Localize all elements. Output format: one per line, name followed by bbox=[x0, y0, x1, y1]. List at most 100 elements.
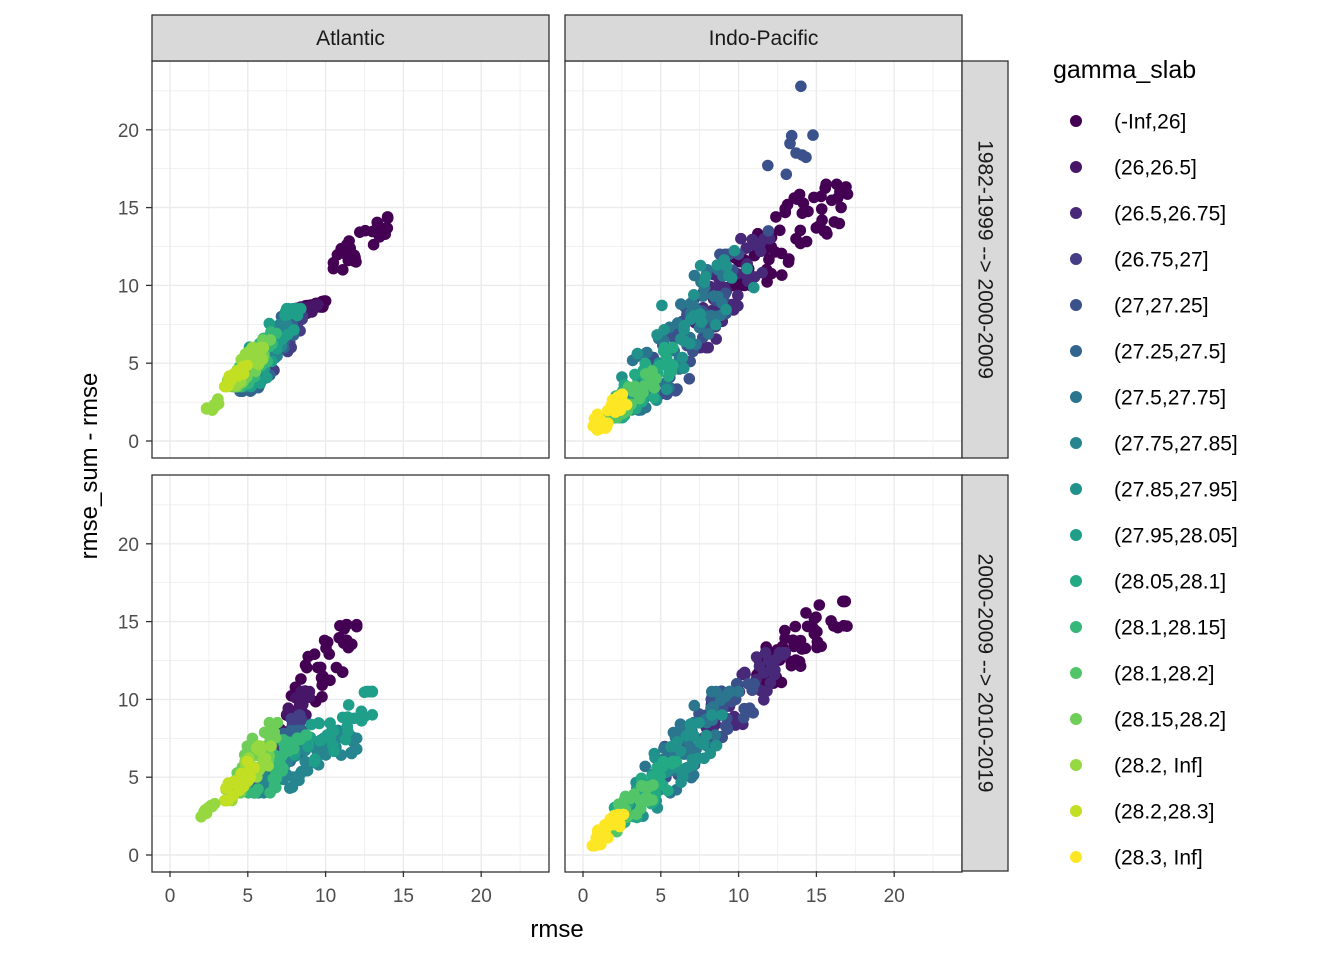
data-point bbox=[235, 365, 248, 378]
data-point bbox=[667, 755, 680, 768]
data-point bbox=[299, 659, 312, 671]
data-point bbox=[286, 781, 299, 793]
x-axis-title: rmse bbox=[530, 916, 583, 943]
data-point bbox=[639, 760, 651, 773]
data-point bbox=[615, 390, 627, 403]
data-point bbox=[639, 357, 651, 370]
data-point bbox=[821, 228, 833, 240]
legend-item: (27,27.25] bbox=[1070, 295, 1209, 318]
legend-key bbox=[1070, 805, 1082, 817]
panel-border bbox=[151, 474, 550, 873]
data-point bbox=[346, 638, 358, 651]
data-point bbox=[684, 337, 696, 350]
data-point bbox=[746, 683, 759, 696]
data-point bbox=[834, 185, 846, 198]
data-point bbox=[651, 329, 663, 341]
legend-label: (28.3, Inf] bbox=[1114, 847, 1203, 870]
data-point bbox=[788, 192, 801, 204]
data-point bbox=[252, 358, 265, 371]
data-point bbox=[355, 705, 368, 718]
x-tick-label: 10 bbox=[728, 886, 749, 907]
data-point bbox=[342, 725, 354, 738]
data-point bbox=[747, 707, 759, 719]
data-point bbox=[793, 655, 806, 668]
data-point bbox=[815, 203, 828, 215]
legend-key bbox=[1070, 529, 1082, 541]
data-point bbox=[716, 709, 728, 721]
data-point bbox=[631, 347, 644, 360]
legend-label: (28.1,28.2] bbox=[1114, 663, 1214, 686]
legend-label: (27.25,27.5] bbox=[1114, 341, 1226, 364]
legend-key bbox=[1070, 575, 1082, 587]
legend-key bbox=[1070, 667, 1082, 679]
strip-row-2-label: 2000-2009 --> 2010-2019 bbox=[974, 554, 997, 793]
data-point bbox=[685, 723, 697, 735]
data-point bbox=[324, 717, 336, 729]
points bbox=[200, 211, 394, 416]
legend-item: (28.3, Inf] bbox=[1070, 847, 1203, 870]
data-point bbox=[758, 694, 770, 706]
data-point bbox=[741, 262, 753, 275]
data-point bbox=[710, 685, 722, 698]
strip-row-2 bbox=[961, 474, 1009, 872]
x-tick-label: 10 bbox=[315, 886, 336, 907]
x-tick-label: 5 bbox=[656, 886, 667, 907]
data-point bbox=[381, 211, 394, 223]
legend-item: (27.25,27.5] bbox=[1070, 341, 1226, 364]
legend-item: (27.75,27.85] bbox=[1070, 433, 1238, 456]
data-point bbox=[337, 264, 349, 276]
y-tick-label: 5 bbox=[128, 354, 139, 375]
data-point bbox=[748, 239, 760, 251]
data-point bbox=[757, 667, 770, 679]
data-point bbox=[261, 371, 273, 384]
data-point bbox=[750, 651, 763, 663]
points bbox=[195, 618, 379, 823]
legend-item: (28.2,28.3] bbox=[1070, 801, 1214, 824]
legend-label: (28.15,28.2] bbox=[1114, 709, 1226, 732]
data-point bbox=[338, 623, 351, 635]
data-point bbox=[835, 201, 847, 214]
data-point bbox=[671, 736, 683, 748]
data-point bbox=[268, 779, 281, 792]
data-point bbox=[706, 709, 718, 721]
data-point bbox=[688, 699, 701, 712]
data-point bbox=[263, 730, 276, 742]
x-tick-label: 20 bbox=[471, 886, 492, 907]
data-point bbox=[593, 413, 606, 426]
data-point bbox=[227, 790, 240, 802]
data-point bbox=[276, 765, 289, 777]
legend-key bbox=[1070, 299, 1082, 311]
data-point bbox=[314, 734, 326, 747]
x-tick-label: 0 bbox=[578, 886, 589, 907]
y-tick-label: 10 bbox=[118, 690, 139, 711]
panel-3 bbox=[151, 474, 550, 873]
data-point bbox=[709, 729, 722, 741]
x-tick-label: 15 bbox=[806, 886, 827, 907]
data-point bbox=[825, 194, 838, 207]
data-point bbox=[647, 770, 659, 782]
data-point bbox=[274, 318, 286, 331]
data-point bbox=[228, 775, 241, 787]
legend-label: (27.85,27.95] bbox=[1114, 479, 1238, 502]
data-point bbox=[774, 224, 786, 237]
legend-item: (27.85,27.95] bbox=[1070, 479, 1238, 502]
legend-key bbox=[1070, 621, 1082, 633]
data-point bbox=[780, 168, 793, 181]
legend-item: (28.1,28.2] bbox=[1070, 663, 1214, 686]
legend-item: (28.1,28.15] bbox=[1070, 617, 1226, 640]
data-point bbox=[711, 259, 724, 271]
data-point bbox=[263, 317, 276, 330]
data-point bbox=[624, 792, 636, 805]
data-point bbox=[676, 351, 689, 364]
data-point bbox=[316, 691, 328, 703]
legend-key bbox=[1070, 759, 1082, 771]
data-point bbox=[630, 808, 643, 820]
data-point bbox=[360, 685, 373, 698]
strip-row-1-label: 1982-1999 --> 2000-2009 bbox=[974, 140, 997, 379]
data-point bbox=[728, 244, 741, 257]
y-tick-label: 15 bbox=[118, 199, 139, 220]
data-point bbox=[710, 739, 723, 752]
data-point bbox=[702, 341, 714, 354]
data-point bbox=[694, 259, 707, 272]
